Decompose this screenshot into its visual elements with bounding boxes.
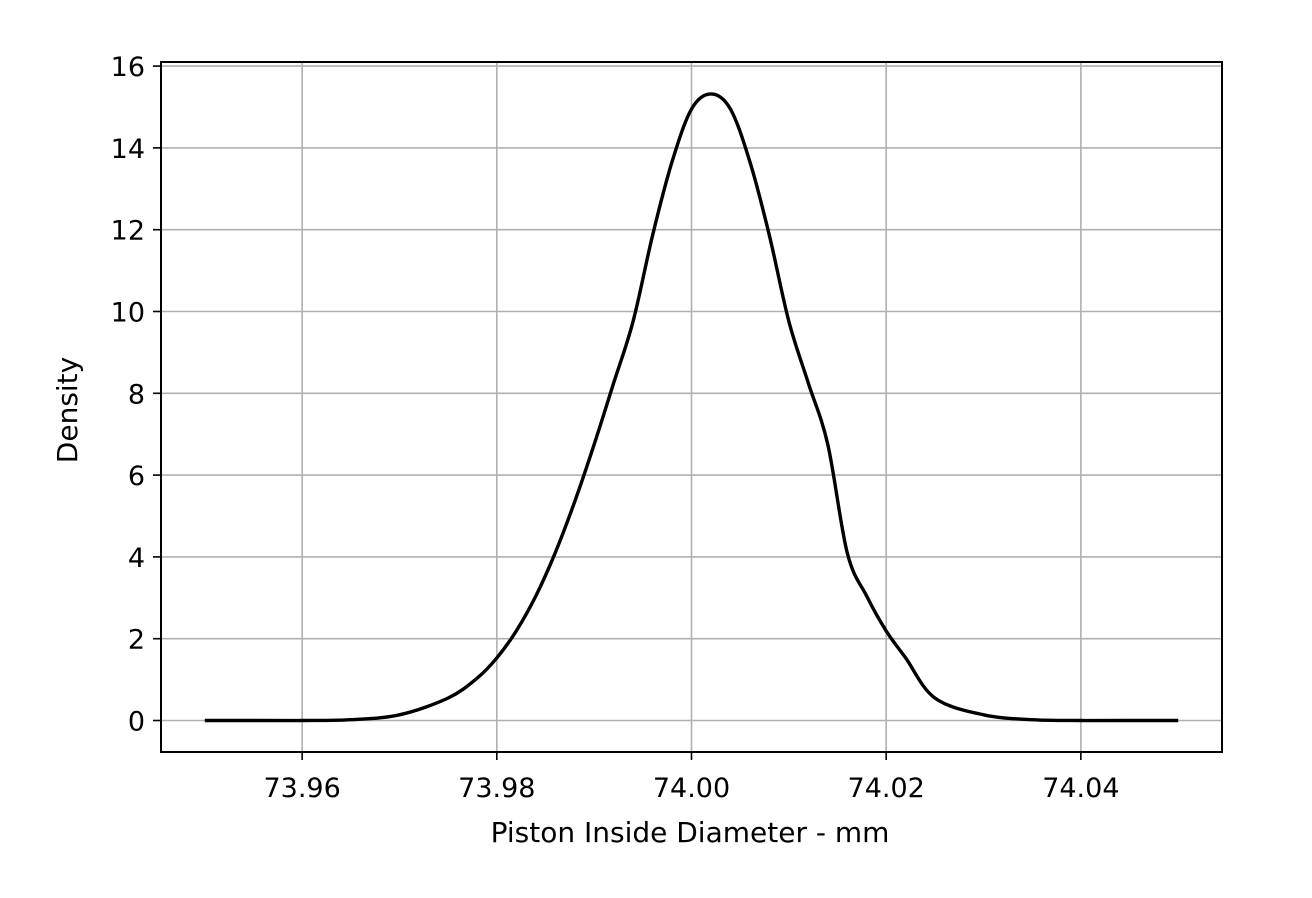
- y-tick-label: 12: [111, 216, 145, 247]
- x-tick-label: 73.98: [458, 773, 535, 804]
- y-tick-label: 16: [111, 52, 145, 83]
- y-tick-label: 14: [111, 134, 145, 165]
- series-line: [204, 92, 1179, 723]
- y-tick-label: 6: [128, 461, 145, 492]
- x-tick-label: 74.00: [653, 773, 730, 804]
- ticks: 73.96 73.98 74.00 74.02 74.04 0 2 4 6 8 10 12 14 16: [111, 52, 1120, 804]
- y-tick-label: 0: [128, 707, 145, 738]
- y-tick-label: 4: [128, 543, 145, 574]
- x-tick-label: 74.04: [1042, 773, 1119, 804]
- y-axis-title: Density: [51, 357, 84, 463]
- x-axis-title: Piston Inside Diameter - mm: [491, 816, 890, 849]
- y-tick-label: 2: [128, 625, 145, 656]
- series-layer: [204, 92, 1179, 723]
- y-tick-label: 8: [128, 379, 145, 410]
- y-tick-label: 10: [111, 297, 145, 328]
- grid: [161, 62, 1222, 752]
- x-tick-label: 74.02: [848, 773, 925, 804]
- x-tick-label: 73.96: [263, 773, 340, 804]
